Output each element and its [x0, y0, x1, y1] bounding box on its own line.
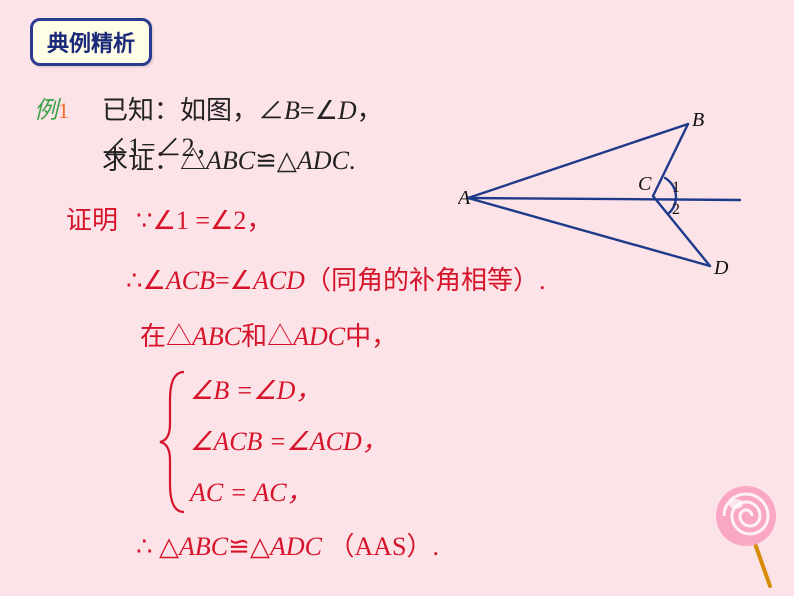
conclusion: ∴ △ABC≌△ADC （AAS）.: [136, 526, 439, 563]
equation-system: ∠B =∠D， ∠ACB =∠ACD， AC = AC，: [190, 370, 388, 509]
example-number: 1: [58, 98, 69, 123]
proof-label: 证明: [66, 200, 118, 237]
label-B: B: [692, 109, 704, 131]
label-A: A: [458, 187, 471, 209]
system-brace: [156, 366, 190, 516]
proof-step-3: 在△ABC和△ADC中，: [140, 316, 397, 353]
example-label: 例1: [34, 90, 69, 125]
sys-line-3: AC = AC，: [190, 472, 388, 509]
prove-text: 求证：△ABC≌△ADC.: [102, 140, 355, 177]
sys-line-1: ∠B =∠D，: [190, 370, 388, 407]
label-angle-1: 1: [672, 179, 680, 196]
geometry-diagram: A B C D 1 2: [458, 108, 748, 288]
proof-step-1: ∵∠1 =∠2，: [136, 200, 272, 237]
sys-line-2: ∠ACB =∠ACD，: [190, 421, 388, 458]
label-angle-2: 2: [672, 201, 680, 218]
header-badge: 典例精析: [30, 18, 152, 66]
label-D: D: [713, 257, 729, 279]
lollipop-icon: [708, 480, 788, 590]
label-C: C: [638, 173, 652, 195]
example-word: 例: [34, 98, 58, 124]
